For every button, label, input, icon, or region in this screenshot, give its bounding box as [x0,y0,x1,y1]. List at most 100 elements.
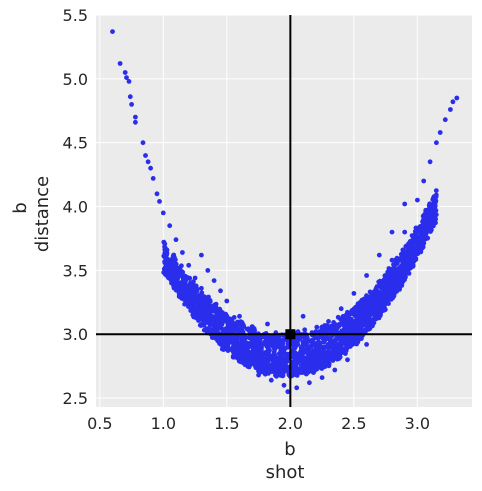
x-tick-label: 2.0 [278,414,303,433]
data-point [419,237,424,243]
data-point [428,224,434,230]
data-point [298,354,303,359]
data-point [214,322,220,327]
data-point [336,356,342,361]
data-point [275,368,281,374]
data-point [239,338,245,343]
data-point [231,346,237,352]
data-point [430,211,435,217]
data-point [165,274,171,279]
data-point [388,267,394,272]
data-point [208,317,214,323]
data-point [339,328,345,334]
data-point [318,350,323,355]
data-point [157,199,162,204]
data-point [294,340,300,345]
data-point [406,271,412,276]
data-point [207,298,213,303]
data-point [140,140,146,146]
data-point [206,308,211,314]
data-point [180,250,185,255]
data-point [364,273,369,278]
data-point [117,61,123,66]
data-point [390,295,395,301]
data-point [280,351,285,357]
data-point [448,107,453,112]
data-point [304,362,310,368]
data-point [413,237,418,243]
data-point [263,342,269,347]
data-point [124,75,129,80]
data-point [291,365,297,370]
data-point [378,291,384,297]
data-point [217,322,223,328]
data-point [245,349,251,355]
data-point [192,286,198,292]
y-tick-label: 5.0 [63,70,88,89]
data-point [261,351,267,356]
data-point [237,313,242,319]
data-point [196,305,202,311]
data-point [295,366,301,372]
data-point [161,253,167,259]
data-point [242,362,248,367]
data-point [415,247,421,253]
data-point [330,350,336,355]
data-point [246,358,252,364]
data-point [405,266,411,272]
data-point [259,365,265,370]
data-point [420,223,426,229]
data-point [301,355,307,361]
data-point [347,341,353,347]
data-point [180,276,186,282]
data-point [317,340,323,346]
data-point [313,354,319,360]
reference-point-marker [285,329,296,340]
data-point [367,297,372,302]
data-point [235,341,241,347]
data-point [433,192,439,198]
data-point [145,159,151,165]
data-point [389,229,395,235]
data-point [302,340,307,346]
x-axis-label-line2: shot [266,462,305,483]
data-point [406,253,412,259]
data-point [226,323,232,329]
data-point [148,165,154,171]
data-point [316,335,322,340]
y-tick-label: 3.5 [63,261,88,280]
x-tick-label: 1.5 [214,414,239,433]
data-point [389,257,395,263]
data-point [319,356,324,362]
data-point [357,317,363,323]
data-point [400,247,406,253]
data-point [397,257,402,263]
data-point [192,275,198,281]
data-point [252,328,257,333]
data-point [351,291,357,296]
data-point [266,352,271,358]
data-point [306,347,312,353]
data-point [362,298,368,304]
data-point [256,343,262,349]
data-point [419,232,425,238]
data-point [400,278,406,284]
data-point [364,342,369,347]
data-point [371,301,377,307]
data-point [320,324,325,330]
data-point [199,285,204,291]
data-point [285,341,291,347]
data-point [429,219,435,224]
data-point [333,345,339,350]
data-point [110,29,115,34]
data-point [186,262,192,268]
data-point [380,304,386,310]
data-point [430,197,436,203]
data-point [162,244,168,250]
data-point [343,328,349,334]
x-tick-labels: 0.5 1.0 1.5 2.0 2.5 3.0 [87,414,430,433]
data-point [312,342,318,348]
data-point [257,337,263,343]
data-point [221,318,227,324]
data-point [327,342,333,347]
